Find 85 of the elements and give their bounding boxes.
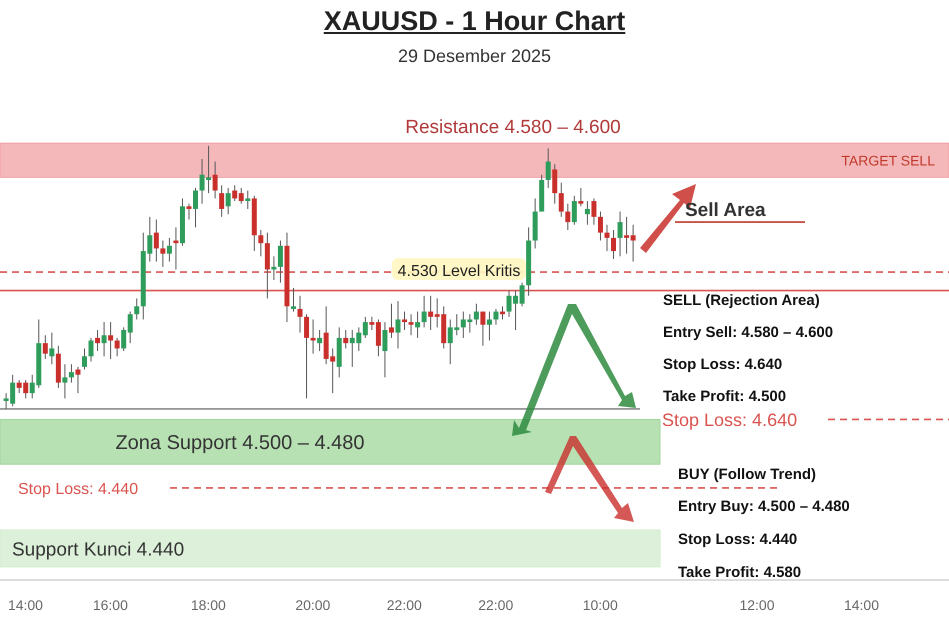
candlestick xyxy=(317,330,322,352)
annotation: Take Profit: 4.500 xyxy=(663,388,786,405)
annotation: Stop Loss: 4.640 xyxy=(663,356,782,373)
text: Take Profit: 4.580 xyxy=(678,564,802,581)
candlestick xyxy=(114,337,120,357)
candlestick xyxy=(611,230,616,260)
text: Stop Loss: 4.440 xyxy=(18,481,138,498)
candlestick xyxy=(258,230,264,257)
candlestick xyxy=(565,203,570,230)
candlestick xyxy=(278,240,283,284)
candlestick xyxy=(75,366,80,394)
chart-subtitle: 29 Desember 2025 xyxy=(396,46,552,67)
candlestick xyxy=(154,218,159,262)
text: Entry Buy: 4.500 – 4.480 xyxy=(678,498,850,515)
x-tick-label: 20:00 xyxy=(295,596,331,613)
text: Stop Loss: 4.440 xyxy=(678,531,798,548)
band-label: Support Kunci 4.440 xyxy=(12,539,184,560)
text: Stop Loss: 4.640 xyxy=(662,410,798,430)
ref-line-label: 4.530 Level Kritis xyxy=(398,263,520,280)
candlestick xyxy=(388,303,394,338)
chart-title: XAUUSD - 1 Hour Chart xyxy=(322,6,626,37)
candlestick xyxy=(604,224,610,252)
candlestick xyxy=(572,195,577,226)
candlestick xyxy=(500,306,505,320)
x-tick-label: 14:00 xyxy=(844,596,880,613)
annotation: SELL (Rejection Area) xyxy=(663,292,820,309)
x-tick-label: 14:00 xyxy=(8,596,44,613)
candlestick xyxy=(618,211,623,257)
candlestick xyxy=(310,318,316,354)
candlestick xyxy=(88,337,94,362)
band-label: Resistance 4.580 – 4.600 xyxy=(405,117,621,138)
x-tick-label: 18:00 xyxy=(190,596,226,613)
candlestick xyxy=(486,311,492,342)
annotation: TARGET SELL xyxy=(841,152,936,168)
x-tick-label: 10:00 xyxy=(582,596,618,613)
candlestick xyxy=(30,374,35,399)
x-tick-label: 22:00 xyxy=(478,596,514,613)
text: BUY (Follow Trend) xyxy=(678,466,816,483)
candlestick xyxy=(298,295,303,334)
candlestick xyxy=(454,314,460,336)
candlestick xyxy=(62,364,68,399)
candlestick xyxy=(49,332,54,365)
candlestick xyxy=(493,308,498,326)
candlestick xyxy=(591,198,596,226)
candlestick xyxy=(552,164,558,204)
candlestick xyxy=(193,187,198,228)
band-label: Zona Support 4.500 – 4.480 xyxy=(115,432,365,454)
candlestick xyxy=(402,311,408,330)
candlestick xyxy=(82,348,87,370)
candlestick xyxy=(480,311,486,346)
x-tick-label: 16:00 xyxy=(92,596,128,613)
candlestick xyxy=(474,303,479,326)
annotation: Entry Sell: 4.580 – 4.600 xyxy=(663,324,834,341)
candlestick xyxy=(408,314,414,336)
candlestick xyxy=(134,298,140,320)
candlestick xyxy=(546,148,551,188)
candlestick xyxy=(186,203,192,220)
x-tick-label: 22:00 xyxy=(386,596,422,613)
candlestick xyxy=(448,318,453,365)
candlestick xyxy=(102,322,107,357)
candlestick xyxy=(173,226,178,270)
candlestick xyxy=(212,161,218,199)
candlestick xyxy=(160,240,166,268)
candlestick xyxy=(95,330,100,352)
x-tick-label: 12:00 xyxy=(739,596,775,613)
candlestick xyxy=(68,364,74,384)
candlestick xyxy=(304,314,310,399)
candlestick xyxy=(422,295,427,328)
ref-line-label: Sell Area xyxy=(685,200,766,222)
candlestick xyxy=(584,200,590,226)
candlestick xyxy=(558,182,564,218)
candlestick xyxy=(226,187,231,215)
candlestick xyxy=(578,187,584,207)
candlestick xyxy=(245,190,250,210)
candlestick xyxy=(219,184,224,218)
candlestick xyxy=(395,300,400,349)
candlestick xyxy=(598,211,603,242)
candlestick xyxy=(415,311,420,338)
candlestick xyxy=(290,287,296,312)
candlestick xyxy=(166,237,172,262)
candlestick xyxy=(382,322,388,378)
candlestick xyxy=(108,322,114,360)
candlestick xyxy=(271,256,276,280)
candlestick xyxy=(42,334,48,360)
candlestick xyxy=(343,330,348,349)
